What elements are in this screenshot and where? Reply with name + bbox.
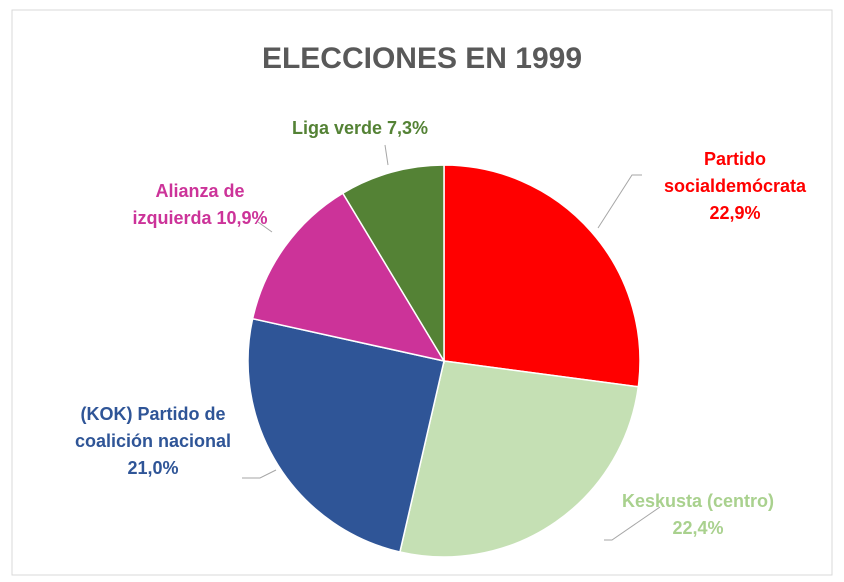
value-label: 10,9% [216, 208, 268, 228]
category-label: Liga verde [291, 118, 382, 138]
leader-line [597, 174, 642, 229]
value-label: 22,4% [672, 518, 724, 538]
leader-line [384, 144, 389, 166]
leader-lines [242, 144, 661, 541]
leader-line [604, 506, 661, 541]
pie-slice [341, 164, 445, 364]
pie-slice [251, 192, 446, 363]
data-label: Partido socialdemócrata 22,9% [640, 146, 830, 227]
data-label: Keskusta (centro) 22,4% [598, 488, 798, 542]
value-label: 21,0% [127, 458, 179, 478]
data-label: Liga verde 7,3% [250, 115, 470, 142]
data-label: (KOK) Partido de coalición nacional 21,0… [60, 401, 246, 482]
data-label: Alianza de izquierda 10,9% [130, 178, 270, 232]
leader-line [242, 469, 277, 479]
leader-line [257, 221, 273, 233]
category-label: Partido socialdemócrata [663, 149, 807, 196]
pie-slice [443, 164, 641, 388]
category-label: Keskusta (centro) [621, 491, 775, 511]
value-label: 7,3% [387, 118, 429, 138]
category-label: Alianza de izquierda [132, 181, 245, 228]
value-label: 22,9% [709, 203, 761, 223]
chart-title: ELECCIONES EN 1999 [262, 42, 582, 75]
category-label: (KOK) Partido de coalición nacional [74, 404, 232, 451]
pie-slice [399, 360, 640, 558]
pie-slice [247, 317, 445, 553]
